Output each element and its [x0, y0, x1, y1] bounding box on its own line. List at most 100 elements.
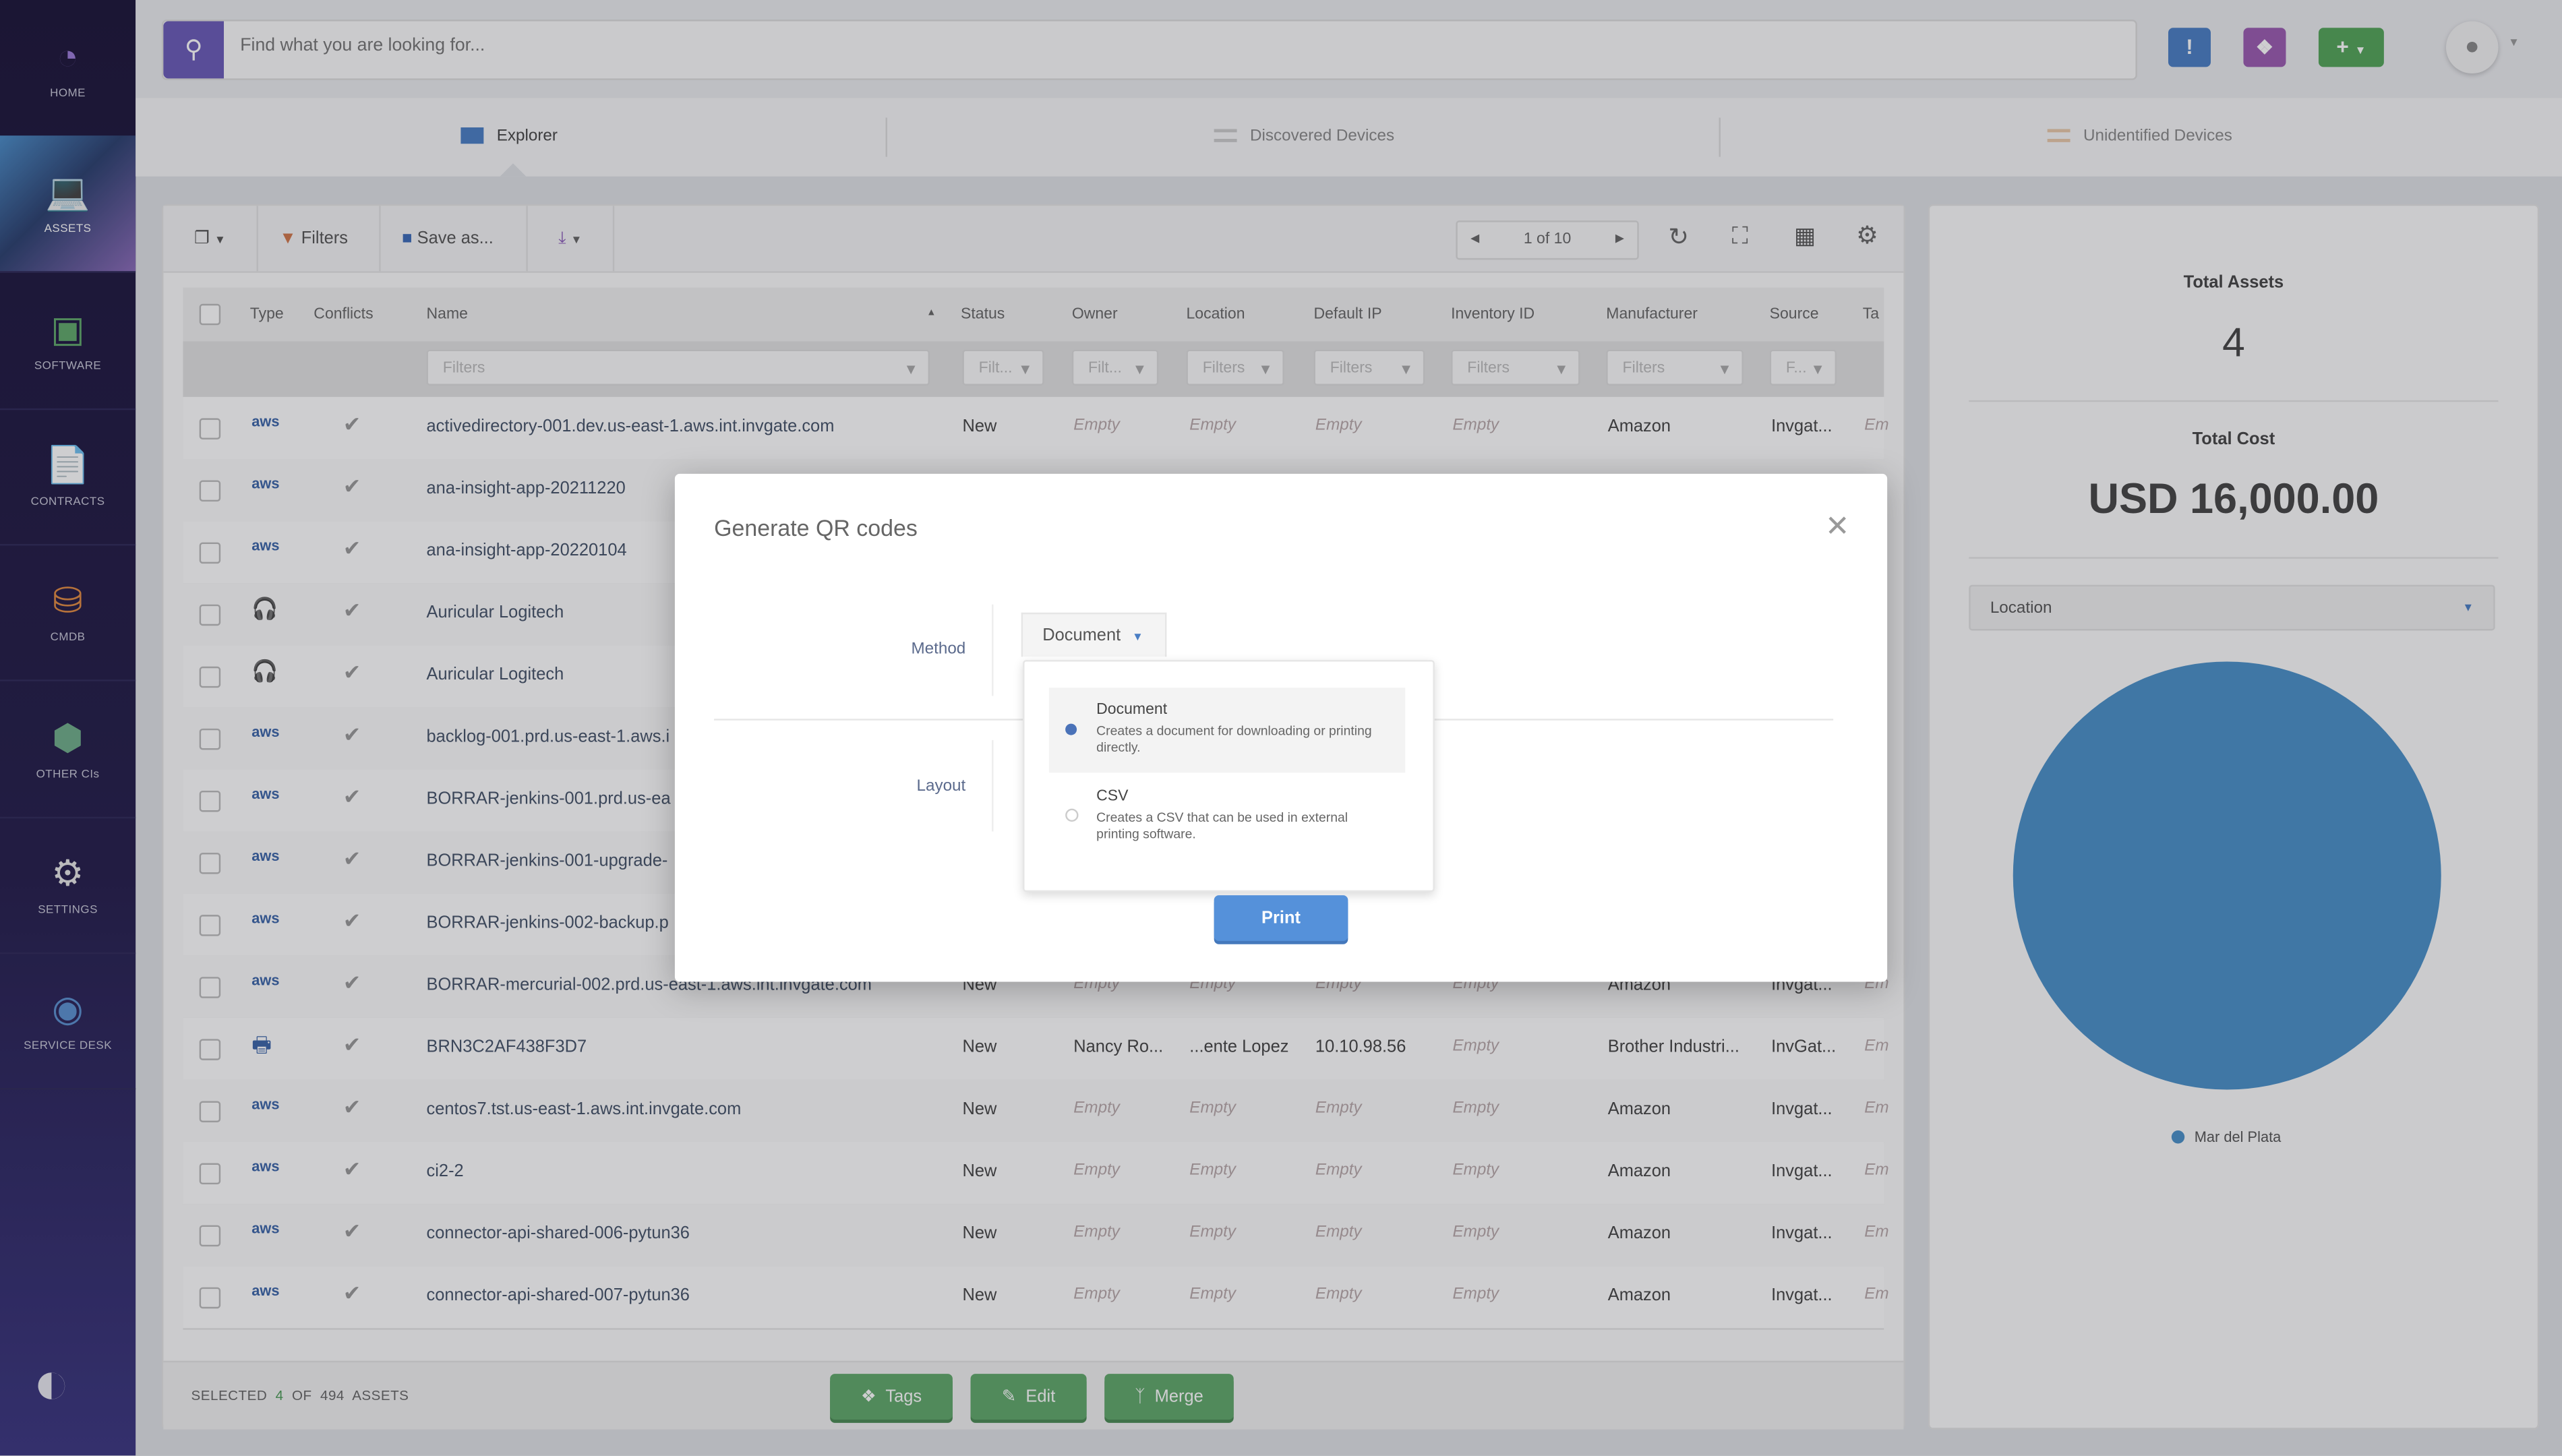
- row-checkbox[interactable]: [199, 418, 221, 439]
- merge-button[interactable]: ᛉ Merge: [1104, 1374, 1234, 1420]
- cell-ip: Empty: [1315, 1223, 1362, 1242]
- status-filter[interactable]: Filt... ▼: [962, 349, 1044, 386]
- column-type[interactable]: Type: [249, 305, 284, 324]
- name-filter[interactable]: Filters ▼: [426, 349, 930, 386]
- table-row[interactable]: aws ✔ ci2-2 New Empty Empty Empty Empty Amazon In…: [183, 1142, 1889, 1206]
- column-tags[interactable]: Ta: [1862, 305, 1880, 324]
- print-button[interactable]: Print: [1214, 895, 1348, 941]
- asset-name-link[interactable]: ana-insight-app-20220104: [426, 541, 627, 561]
- asset-name-link[interactable]: connector-api-shared-006-pytun36: [426, 1223, 690, 1244]
- column-manufacturer[interactable]: Manufacturer: [1606, 305, 1698, 324]
- option-desc: Creates a CSV that can be used in extern…: [1096, 810, 1348, 842]
- user-menu-chevron-icon[interactable]: ▼: [2508, 37, 2520, 49]
- row-checkbox[interactable]: [199, 790, 221, 812]
- copy-menu-button[interactable]: ❐ ▼: [163, 206, 258, 272]
- next-page-icon[interactable]: ▶: [1615, 233, 1624, 245]
- row-checkbox[interactable]: [199, 666, 221, 688]
- row-checkbox[interactable]: [199, 1101, 221, 1122]
- search-icon[interactable]: ⚲: [163, 21, 225, 79]
- asset-name-link[interactable]: BORRAR-jenkins-001.prd.us-ea: [426, 789, 671, 809]
- sidebar-item-cmdb[interactable]: ⛁ CMDB: [0, 544, 136, 682]
- row-checkbox[interactable]: [199, 542, 221, 564]
- asset-name-link[interactable]: BORRAR-jenkins-002-backup.p: [426, 913, 669, 933]
- row-checkbox[interactable]: [199, 1163, 221, 1185]
- chevron-down-icon: ▼: [570, 235, 583, 247]
- select-all-checkbox[interactable]: [199, 303, 221, 326]
- alert-icon[interactable]: !: [2168, 28, 2211, 67]
- table-row[interactable]: aws ✔ centos7.tst.us-east-1.aws.int.invgat…: [183, 1079, 1889, 1144]
- tab-explorer[interactable]: Explorer: [460, 98, 558, 176]
- sidebar-item-label: ASSETS: [44, 224, 92, 236]
- settings-gear-icon[interactable]: ⚙: [1856, 222, 1878, 250]
- table-row[interactable]: aws ✔ connector-api-shared-006-pytun36 New E…: [183, 1204, 1889, 1268]
- radio-selected-icon[interactable]: [1065, 723, 1077, 735]
- row-checkbox[interactable]: [199, 604, 221, 626]
- sidebar-item-other-cis[interactable]: ⬢ OTHER CIs: [0, 680, 136, 818]
- inventory-filter[interactable]: Filters ▼: [1451, 349, 1580, 386]
- sidebar-item-service-desk[interactable]: ◉ SERVICE DESK: [0, 952, 136, 1090]
- user-avatar[interactable]: ●: [2445, 21, 2499, 74]
- tags-icon[interactable]: ❖: [2243, 28, 2286, 67]
- sidebar-item-assets[interactable]: 💻 ASSETS: [0, 135, 136, 274]
- search-input[interactable]: [237, 34, 1715, 57]
- asset-name-link[interactable]: ana-insight-app-20211220: [426, 479, 626, 499]
- location-filter[interactable]: Filters ▼: [1186, 349, 1284, 386]
- tab-discovered-devices[interactable]: Discovered Devices: [1214, 98, 1394, 176]
- row-checkbox[interactable]: [199, 728, 221, 750]
- fullscreen-icon[interactable]: ⛶: [1731, 222, 1748, 249]
- radio-unselected-icon[interactable]: [1065, 808, 1079, 822]
- asset-name-link[interactable]: connector-api-shared-007-pytun36: [426, 1285, 690, 1306]
- column-location[interactable]: Location: [1186, 305, 1245, 324]
- row-checkbox[interactable]: [199, 1225, 221, 1247]
- export-button[interactable]: ⤓ ▼: [528, 206, 615, 272]
- tab-unidentified-devices[interactable]: Unidentified Devices: [2047, 98, 2232, 176]
- sidebar-item-software[interactable]: ▣ SOFTWARE: [0, 272, 136, 410]
- row-checkbox[interactable]: [199, 480, 221, 502]
- asset-name-link[interactable]: backlog-001.prd.us-east-1.aws.i: [426, 727, 670, 747]
- column-conflicts[interactable]: Conflicts: [314, 305, 374, 324]
- row-checkbox[interactable]: [199, 853, 221, 874]
- edit-button[interactable]: ✎ Edit: [970, 1374, 1087, 1420]
- asset-name-link[interactable]: ci2-2: [426, 1161, 464, 1182]
- asset-name-link[interactable]: BRN3C2AF438F3D7: [426, 1037, 587, 1058]
- row-checkbox[interactable]: [199, 1039, 221, 1060]
- column-status[interactable]: Status: [961, 305, 1005, 324]
- row-checkbox[interactable]: [199, 1287, 221, 1309]
- prev-page-icon[interactable]: ◀: [1470, 233, 1480, 245]
- group-by-select[interactable]: Location ▼: [1969, 584, 2495, 631]
- column-default-ip[interactable]: Default IP: [1313, 305, 1382, 324]
- column-owner[interactable]: Owner: [1071, 305, 1118, 324]
- sidebar-item-settings[interactable]: ⚙ SETTINGS: [0, 816, 136, 954]
- invgate-logo[interactable]: ◐: [32, 1349, 71, 1418]
- asset-name-link[interactable]: activedirectory-001.dev.us-east-1.aws.in…: [426, 416, 835, 437]
- column-inventory-id[interactable]: Inventory ID: [1451, 305, 1535, 324]
- filters-button[interactable]: ▼ Filters: [256, 206, 381, 272]
- sort-asc-icon[interactable]: ▲: [926, 309, 936, 319]
- source-filter[interactable]: F... ▼: [1769, 349, 1837, 386]
- add-button[interactable]: + ▼: [2318, 28, 2384, 67]
- refresh-icon[interactable]: ↻: [1668, 224, 1689, 252]
- grid-view-icon[interactable]: ▦: [1794, 222, 1816, 249]
- row-checkbox[interactable]: [199, 915, 221, 936]
- sidebar-item-contracts[interactable]: 📄 CONTRACTS: [0, 408, 136, 546]
- method-select[interactable]: Document ▼: [1021, 612, 1167, 657]
- save-as-button[interactable]: ■ Save as...: [381, 206, 528, 272]
- tags-button[interactable]: ❖ Tags: [830, 1374, 953, 1420]
- pie-slice-mar-del-plata[interactable]: [2013, 661, 2441, 1090]
- asset-name-link[interactable]: BORRAR-jenkins-001-upgrade-: [426, 851, 668, 871]
- cell-location: Empty: [1189, 416, 1236, 435]
- asset-name-link[interactable]: centos7.tst.us-east-1.aws.int.invgate.co…: [426, 1099, 742, 1120]
- owner-filter[interactable]: Filt... ▼: [1071, 349, 1159, 386]
- explorer-icon: [460, 127, 484, 145]
- row-checkbox[interactable]: [199, 977, 221, 998]
- column-name[interactable]: Name: [426, 305, 468, 324]
- ip-filter[interactable]: Filters ▼: [1313, 349, 1425, 386]
- close-icon[interactable]: ✕: [1825, 510, 1850, 543]
- manufacturer-filter[interactable]: Filters ▼: [1606, 349, 1744, 386]
- asset-name-link[interactable]: Auricular Logitech: [426, 665, 564, 685]
- option-document[interactable]: Document Creates a document for download…: [1048, 688, 1406, 773]
- asset-name-link[interactable]: Auricular Logitech: [426, 603, 564, 623]
- column-source[interactable]: Source: [1769, 305, 1819, 324]
- table-row[interactable]: aws ✔ connector-api-shared-007-pytun36 New E…: [183, 1266, 1889, 1330]
- option-csv[interactable]: CSV Creates a CSV that can be used in ex…: [1049, 779, 1405, 864]
